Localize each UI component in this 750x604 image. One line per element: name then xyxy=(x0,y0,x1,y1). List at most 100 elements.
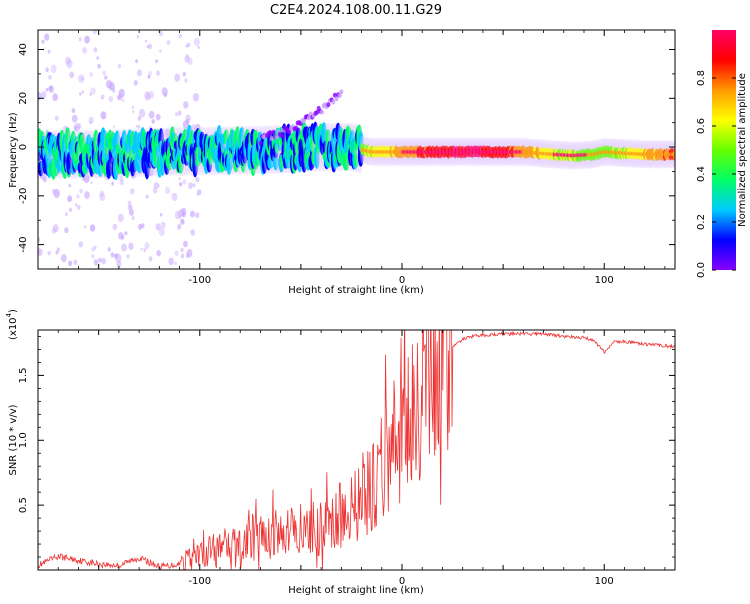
heatmap-noise-blob xyxy=(187,57,193,65)
heatmap-noise-blob xyxy=(174,73,181,82)
heatmap-noise-blob xyxy=(135,124,138,128)
colorbar-tick-label: 0.0 xyxy=(696,262,707,278)
heatmap-cell xyxy=(272,153,279,171)
heatmap-noise-blob xyxy=(75,203,78,207)
heatmap-noise-blob xyxy=(189,210,195,218)
spectrogram-frame xyxy=(37,29,676,270)
heatmap-noise-blob xyxy=(192,183,196,188)
heatmap-noise-blob xyxy=(144,39,147,43)
heatmap-noise-blob xyxy=(90,181,93,185)
heatmap-noise-blob xyxy=(166,39,171,46)
snr-y-tick-label: 1.0 xyxy=(18,432,29,448)
heatmap-cell xyxy=(137,162,143,174)
heatmap-noise-blob xyxy=(78,241,84,248)
spectrogram-x-axis-label: Height of straight line (km) xyxy=(288,285,424,296)
heatmap-noise-blob xyxy=(104,75,108,80)
heatmap-branch xyxy=(315,109,320,115)
heatmap-noise-blob xyxy=(83,225,87,229)
heatmap-noise-blob xyxy=(182,71,187,77)
heatmap-noise-blob xyxy=(68,207,73,213)
colorbar-gradient xyxy=(712,30,736,270)
heatmap-noise-blob xyxy=(159,49,162,53)
heatmap-noise-blob xyxy=(99,192,106,202)
heatmap-noise-blob xyxy=(96,56,99,60)
heatmap-noise-blob xyxy=(190,229,195,236)
heatmap-noise-blob xyxy=(81,77,84,81)
heatmap-noise-blob xyxy=(184,78,188,84)
heatmap-noise-blob xyxy=(140,247,143,251)
heatmap-noise-blob xyxy=(51,188,56,195)
heatmap-noise-blob xyxy=(47,49,51,54)
snr-series-line xyxy=(38,330,675,570)
colorbar-ticks: 0.0 0.2 0.4 0.6 0.8 xyxy=(696,70,736,278)
heatmap-branch xyxy=(331,99,336,105)
heatmap-noise-blob xyxy=(126,253,130,259)
heatmap-noise-blob xyxy=(93,259,99,266)
snr-y-tick-label: 1.5 xyxy=(18,367,29,383)
snr-series-group xyxy=(38,330,675,570)
heatmap-noise-blob xyxy=(117,63,122,69)
heatmap-noise-blob xyxy=(151,119,155,124)
spectrogram-y-axis-label: Frequency (Hz) xyxy=(8,112,19,188)
heatmap-noise-blob xyxy=(171,192,178,202)
heatmap-noise-blob xyxy=(193,127,197,132)
heatmap-noise-blob xyxy=(77,122,82,129)
heatmap-branch xyxy=(337,93,342,99)
heatmap-noise-blob xyxy=(159,212,163,217)
heatmap-noise-blob xyxy=(110,252,115,258)
heatmap-branch xyxy=(294,125,299,131)
heatmap-noise-blob xyxy=(69,71,75,79)
heatmap-branch xyxy=(258,140,263,146)
heatmap-noise-blob xyxy=(112,124,116,128)
heatmap-noise-blob xyxy=(185,114,191,122)
heatmap-noise-blob xyxy=(41,91,47,99)
heatmap-cell xyxy=(353,152,360,168)
heatmap-noise-blob xyxy=(148,70,152,76)
heatmap-noise-blob xyxy=(50,64,57,74)
heatmap-noise-blob xyxy=(107,247,111,252)
heatmap-noise-blob xyxy=(115,253,122,263)
heatmap-noise-blob xyxy=(136,35,139,39)
snr-plot-area xyxy=(38,330,675,570)
heatmap-noise-blob xyxy=(195,176,200,183)
heatmap-noise-blob xyxy=(155,113,161,121)
heatmap-noise-blob xyxy=(117,213,124,222)
heatmap-noise-blob xyxy=(47,250,51,256)
snr-y-multiplier-close: ) xyxy=(8,309,19,313)
heatmap-noise-blob xyxy=(89,72,93,77)
heatmap-noise-blob xyxy=(84,35,90,44)
heatmap-noise-blob xyxy=(182,179,187,185)
heatmap-branch xyxy=(269,136,274,142)
heatmap-noise-blob xyxy=(89,121,92,125)
heatmap-noise-blob xyxy=(99,190,105,197)
heatmap-noise-blob xyxy=(174,250,179,256)
heatmap-noise-blob xyxy=(45,67,49,73)
heatmap-noise-blob xyxy=(54,115,59,121)
heatmap-noise-blob xyxy=(73,259,78,265)
heatmap-noise-blob xyxy=(135,59,138,64)
snr-y-tick-label: 0.5 xyxy=(18,497,29,513)
heatmap-branch xyxy=(319,109,324,115)
heatmap-branch xyxy=(274,134,279,140)
spectrogram-x-tick-label: -100 xyxy=(188,275,211,286)
heatmap-noise-blob xyxy=(119,179,124,186)
heatmap-noise-blob xyxy=(188,182,193,189)
heatmap-noise-blob xyxy=(68,260,73,267)
heatmap-noise-blob xyxy=(185,44,188,48)
heatmap-noise-blob xyxy=(79,188,83,194)
heatmap-noise-blob xyxy=(181,211,186,218)
heatmap-noise-blob xyxy=(79,92,82,96)
heatmap-noise-blob xyxy=(136,69,142,77)
heatmap-noise-blob xyxy=(177,110,182,116)
heatmap-noise-blob xyxy=(195,212,200,219)
heatmap-noise-blob xyxy=(157,184,160,188)
heatmap-noise-blob xyxy=(91,253,95,259)
heatmap-noise-blob xyxy=(93,245,97,250)
heatmap-noise-blob xyxy=(52,93,58,102)
heatmap-branch xyxy=(306,115,311,121)
heatmap-noise-blob xyxy=(155,223,161,231)
heatmap-noise-blob xyxy=(129,209,134,216)
heatmap-noise-blob xyxy=(144,242,150,250)
heatmap-noise-blob xyxy=(197,46,200,50)
